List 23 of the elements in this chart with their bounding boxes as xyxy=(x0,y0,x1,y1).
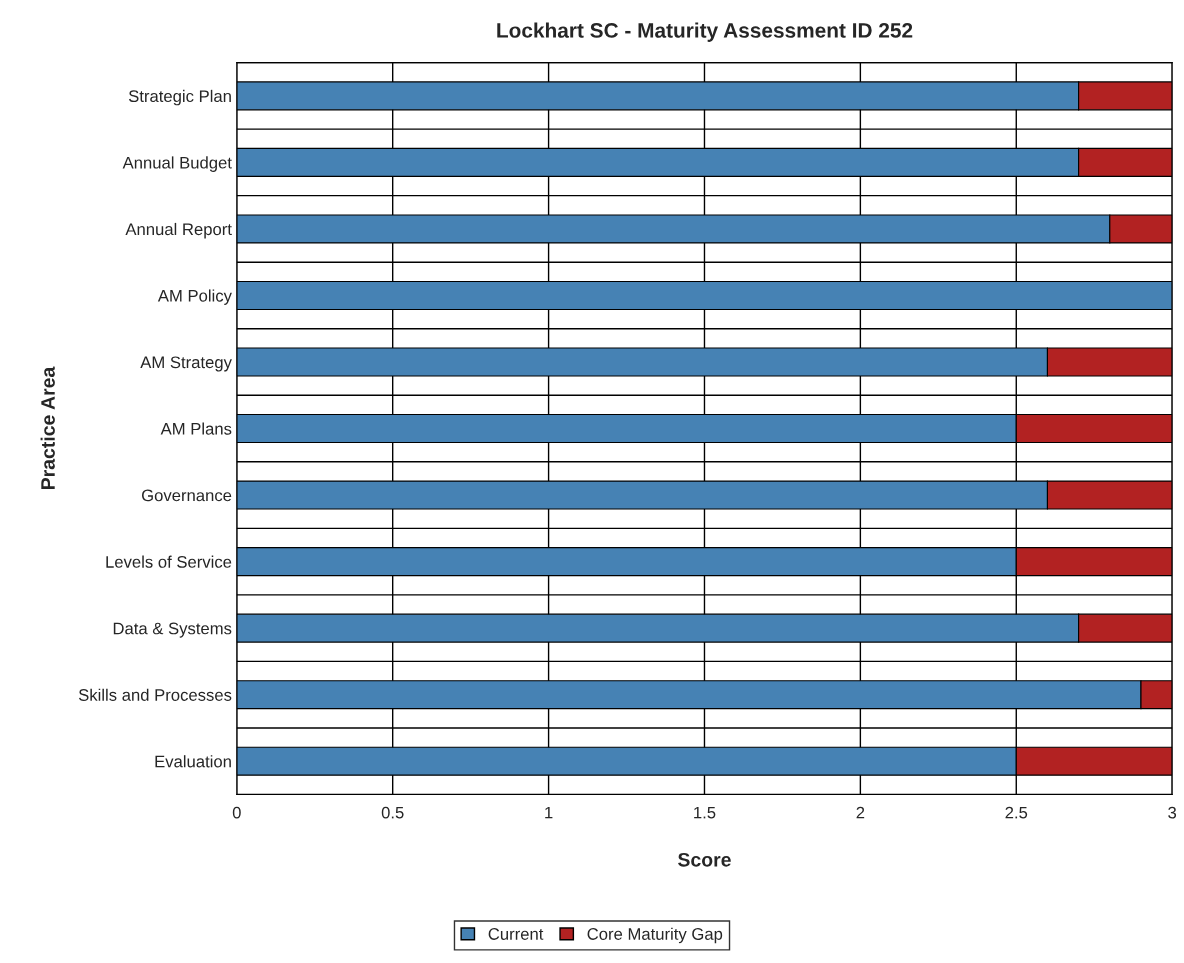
x-tick-label: 3 xyxy=(1168,806,1177,819)
y-tick-label: AM Plans xyxy=(160,422,232,435)
y-tick-label: Evaluation xyxy=(155,755,231,768)
y-tick-label: Levels of Service xyxy=(106,555,232,568)
x-tick-label: 2.5 xyxy=(1005,806,1028,819)
y-tick-label: Data & Systems xyxy=(113,622,232,638)
chart-title: Lockhart SC - Maturity Assessment ID 252 xyxy=(497,22,913,42)
x-tick-label: 0 xyxy=(232,806,241,819)
y-tick-label: Strategic Plan xyxy=(128,89,231,106)
y-axis-title: Practice Area xyxy=(40,366,55,490)
y-tick-label: Annual Budget xyxy=(122,156,232,172)
x-tick-label: 1.5 xyxy=(694,806,716,819)
x-tick-label: 2 xyxy=(856,806,865,819)
y-tick-label: Governance xyxy=(141,489,232,502)
y-tick-label: AM Policy xyxy=(157,289,232,305)
x-tick-label: 1 xyxy=(545,806,553,819)
legend-label: Current xyxy=(488,928,544,940)
legend-label: Core Maturity Gap xyxy=(587,927,723,944)
y-tick-label: Skills and Processes xyxy=(78,688,232,701)
y-tick-label: AM Strategy xyxy=(140,356,232,372)
x-tick-label: 0.5 xyxy=(381,806,404,819)
y-tick-label: Annual Report xyxy=(125,222,232,239)
x-axis-title: Score xyxy=(678,852,731,867)
